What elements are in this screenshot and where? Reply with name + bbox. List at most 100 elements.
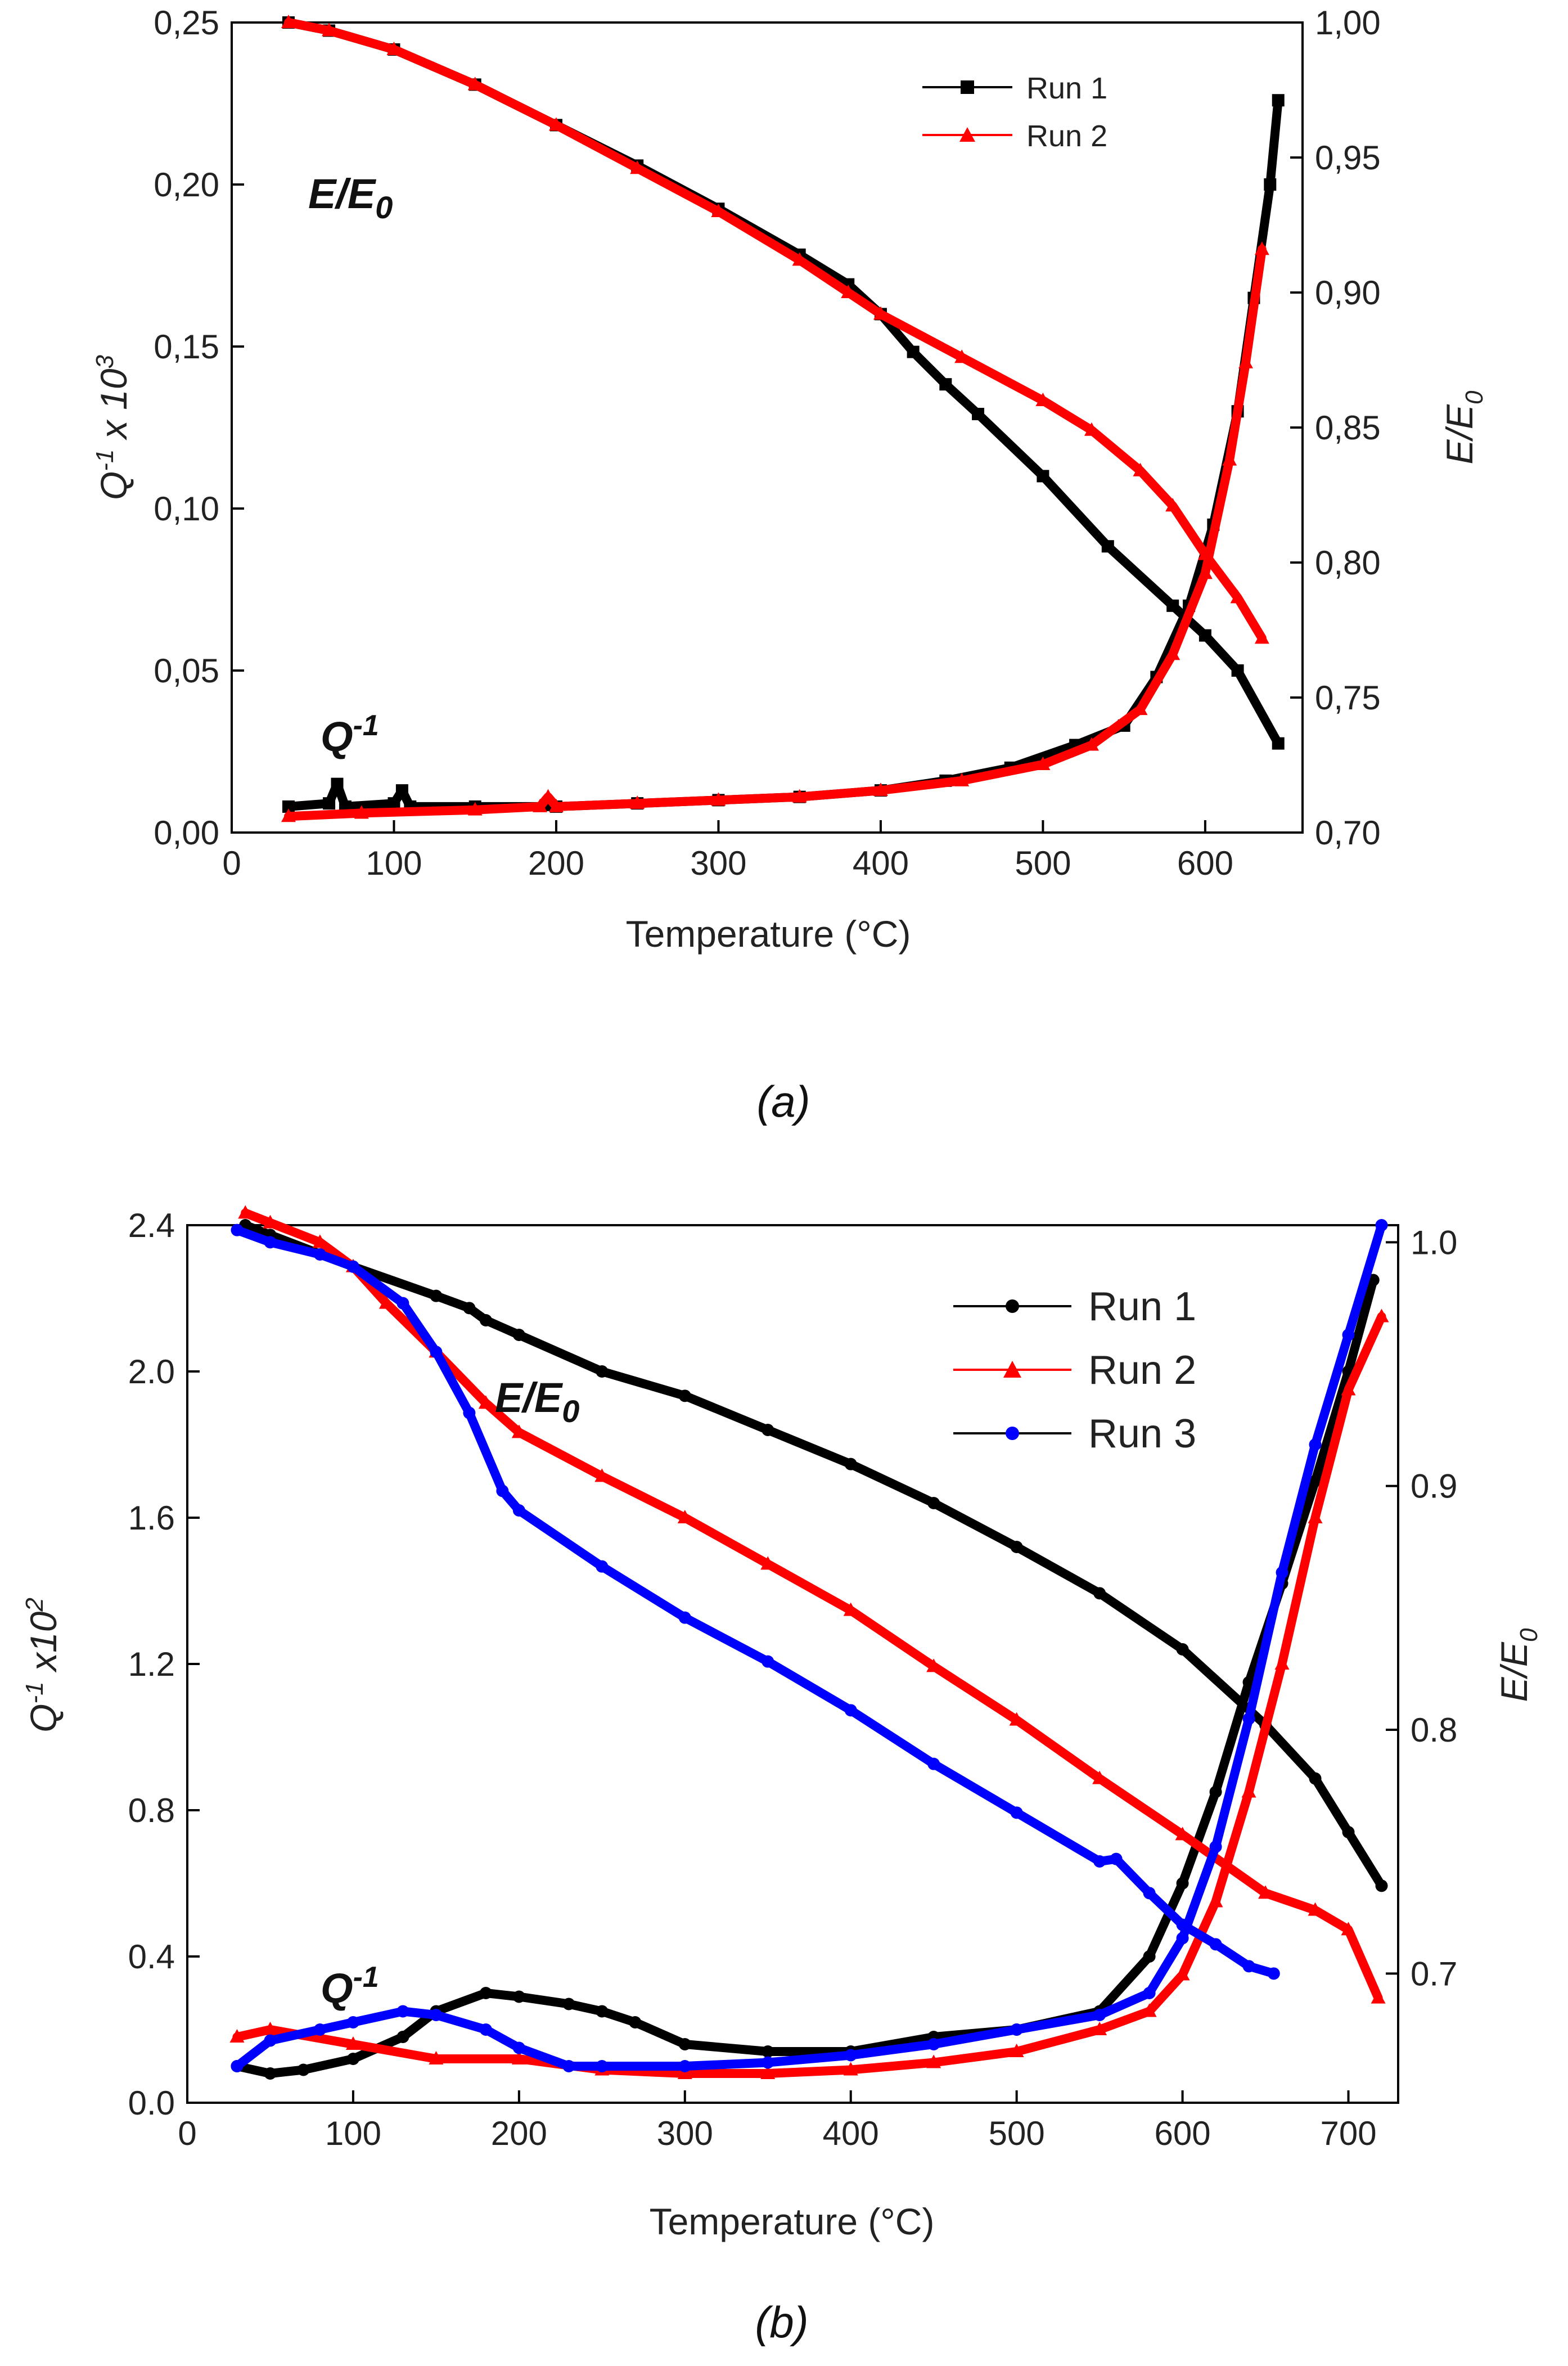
run2-ee0-point-b (1371, 1990, 1386, 2004)
run2-q-point-b (1308, 1510, 1323, 1523)
run1-q-point-b (1209, 1785, 1222, 1798)
run2-q-point-b (1142, 2003, 1157, 2017)
run3-q-point-b (346, 2016, 359, 2028)
run1-q-point-b (1309, 1475, 1322, 1487)
run3-q-point-b (762, 2056, 774, 2069)
run1-q-point-a (395, 784, 408, 797)
run2-ee0-point-b (843, 1602, 858, 1616)
run2-q-point-a (1254, 241, 1269, 255)
run2-q-point-b (926, 2054, 941, 2068)
y-right-tick-label: 1.0 (1411, 1224, 1457, 1261)
run1-q-point-b (762, 2045, 774, 2058)
y-left-tick-label: 0,00 (154, 814, 219, 852)
run1-q-point-b (1143, 1950, 1156, 1963)
run1-ee0-point-b (463, 1302, 476, 1315)
x-tick-label: 200 (491, 2115, 547, 2152)
legend-marker-run2-a (959, 127, 975, 142)
run2-q-point-b (1009, 2044, 1024, 2057)
x-tick-label: 500 (989, 2115, 1045, 2152)
run3-ee0-point-b (1143, 1887, 1156, 1900)
run3-ee0-point-b (496, 1485, 509, 1497)
run2-q-point-b (511, 2051, 526, 2064)
run3-q-point-b (927, 2038, 940, 2050)
x-tick-label: 0 (222, 844, 241, 882)
run1-q-point-a (282, 800, 295, 813)
axis-ticks-a: 0 100 200 300 400 500 600 0,00 0,05 0,10 0,15 0,20 0… (154, 4, 1381, 882)
x-tick-label: 400 (823, 2115, 879, 2152)
run3-ee0-point-b (463, 1406, 476, 1419)
ee0-annotation-b: E/E0 (495, 1374, 579, 1429)
run1-ee0-point-b (1342, 1826, 1355, 1838)
run2-ee0-point-a (954, 349, 970, 363)
y-left-tick-label: 2.4 (128, 1207, 175, 1244)
run2-ee0-point-a (1254, 630, 1269, 644)
run3-ee0-point-b (1010, 1806, 1023, 1819)
run3-ee0-point-b (264, 1236, 277, 1249)
run1-ee0-point-a (1037, 470, 1049, 483)
run3-ee0-point-b (430, 1346, 443, 1359)
run2-ee0-point-a (841, 285, 856, 298)
run3-q-point-b (1276, 1566, 1288, 1579)
legend-marker-run1-a (961, 80, 974, 94)
run2-ee0-point-a (630, 160, 645, 174)
run3-ee0-point-b (1093, 1855, 1106, 1868)
run2-q-point-a (1197, 565, 1213, 579)
run2-q-point-b (1092, 2022, 1107, 2035)
run1-ee0-point-b (1375, 1879, 1388, 1892)
run3-q-point-b (396, 2005, 409, 2018)
legend-marker-run2-b (1003, 1361, 1021, 1378)
run2-q-point-a (1222, 452, 1237, 466)
run2-ee0-point-b (1341, 1922, 1356, 1936)
run2-q-point-a (1238, 354, 1254, 368)
run1-ee0-point-a (1198, 629, 1211, 642)
run2-q-point-b (1208, 1893, 1223, 1908)
run1-q-point-b (512, 1990, 525, 2003)
run1-ee0-point-a (939, 378, 952, 391)
run1-q-point-a (1272, 94, 1285, 107)
run2-ee0-point-b (1258, 1885, 1273, 1899)
run1-q-point-b (297, 2063, 310, 2076)
run2-q-point-b (229, 2029, 245, 2043)
run3-ee0-curve-b (232, 1225, 1278, 1978)
run3-q-point-b (1209, 1841, 1222, 1853)
legend-label-run2-b: Run 2 (1088, 1348, 1196, 1393)
run1-q-point-a (388, 797, 400, 810)
run2-ee0-point-a (386, 42, 402, 55)
axis-ticks-b: 0 100 200 300 400 500 600 700 0.0 0.4 0.8 1.2 1.6 2.0… (128, 1207, 1458, 2152)
run2-q-point-a (281, 808, 296, 822)
run3-ee0-point-b (844, 1704, 857, 1717)
legend-marker-run1-b (1006, 1299, 1019, 1313)
legend-b: Run 1 Run 2 Run 3 (953, 1284, 1196, 1456)
run1-ee0-point-b (1176, 1643, 1189, 1656)
run1-ee0-point-b (844, 1458, 857, 1470)
run3-q-point-b (512, 2041, 525, 2054)
run3-q-point-b (1176, 1932, 1189, 1945)
run2-ee0-point-b (1308, 1902, 1323, 1916)
run3-ee0-point-b (762, 1655, 774, 1668)
run3-ee0-point-b (927, 1757, 940, 1770)
y-right-tick-label: 0,90 (1315, 274, 1381, 312)
x-tick-label: 300 (690, 844, 746, 882)
x-axis-label-a: Temperature (°C) (626, 913, 911, 955)
run3-q-point-b (1143, 1987, 1156, 1999)
run2-q-point-b (1341, 1382, 1356, 1396)
series-a (281, 15, 1285, 822)
run2-ee0-point-b (511, 1424, 526, 1438)
run3-ee0-point-b (396, 1297, 409, 1310)
y-left-tick-label: 0,25 (154, 4, 219, 42)
y-left-tick-label: 0.8 (128, 1792, 175, 1829)
run2-q-point-b (1241, 1784, 1256, 1798)
run2-q-point-b (843, 2062, 858, 2076)
run1-q-point-b (396, 2031, 409, 2043)
run2-q-point-a (354, 805, 369, 819)
run1-q-point-b (479, 1987, 492, 1999)
run1-ee0-point-a (1166, 599, 1179, 612)
run3-q-point-b (1242, 1712, 1255, 1725)
run2-q-point-b (1175, 1967, 1190, 1981)
run1-ee0-point-b (1309, 1772, 1322, 1785)
run2-ee0-point-b (760, 1556, 776, 1570)
run1-ee0-point-b (762, 1424, 774, 1436)
y-left-tick-label: 0,10 (154, 490, 219, 528)
